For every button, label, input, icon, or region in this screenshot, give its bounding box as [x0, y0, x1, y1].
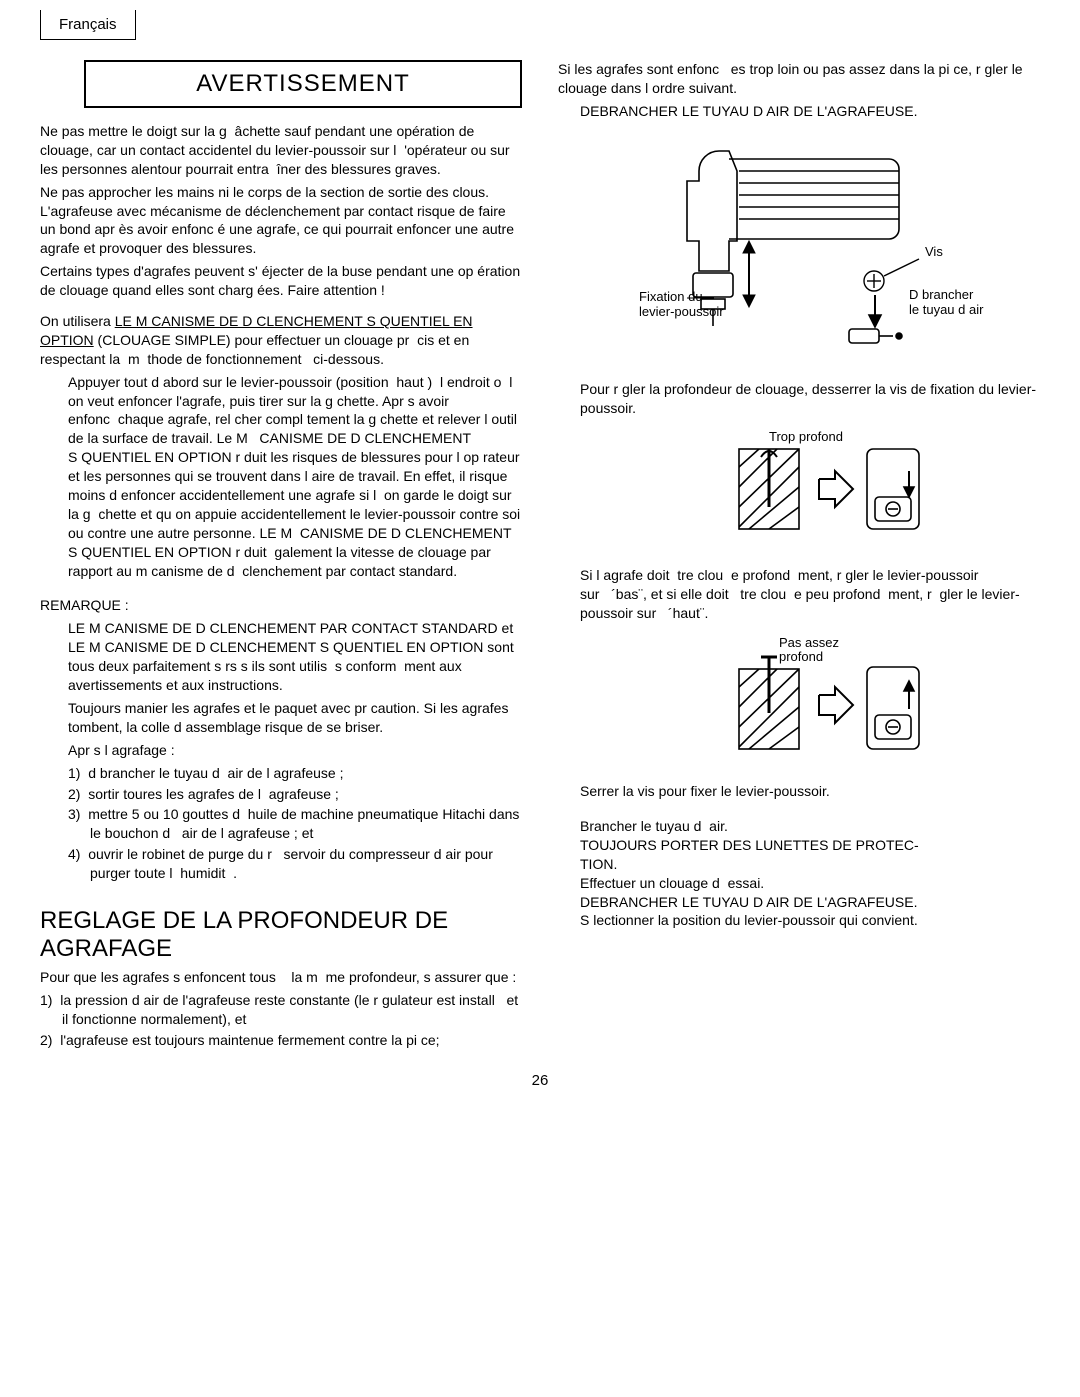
step-disconnect: DEBRANCHER LE TUYAU D AIR DE L'AGRAFEUSE… — [580, 102, 1040, 121]
remarque-text: LE M CANISME DE D CLENCHEMENT PAR CONTAC… — [68, 619, 522, 695]
after-item-4: 4) ouvrir le robinet de purge du r servo… — [90, 845, 522, 883]
depth-item-2: 2) l'agrafeuse est toujours maintenue fe… — [62, 1031, 522, 1050]
language-tab: Français — [40, 10, 136, 40]
after-item-3: 3) mettre 5 ou 10 gouttes d huile de mac… — [90, 805, 522, 843]
depth-section-title: REGLAGE DE LA PROFONDEUR DE AGRAFAGE — [40, 907, 522, 962]
after-label: Apr s l agrafage : — [68, 741, 522, 760]
warning-text-2: Ne pas approcher les mains ni le corps d… — [40, 183, 522, 259]
after-item-2: 2) sortir toures les agrafes de l agrafe… — [90, 785, 522, 804]
step-tighten: Serrer la vis pour fixer le levier-pouss… — [580, 782, 1040, 801]
label-fix-1: Fixation du — [639, 289, 703, 304]
right-intro: Si les agrafes sont enfonc es trop loin … — [558, 60, 1040, 98]
remarque-text-2: Toujours manier les agrafes et le paquet… — [68, 699, 522, 737]
warning-title: AVERTISSEMENT — [84, 60, 522, 108]
left-column: AVERTISSEMENT Ne pas mettre le doigt sur… — [40, 60, 522, 1052]
step-final: Brancher le tuyau d air. TOUJOURS PORTER… — [580, 817, 1040, 930]
depth-item-1: 1) la pression d air de l'agrafeuse rest… — [62, 991, 522, 1029]
right-column: Si les agrafes sont enfonc es trop loin … — [558, 60, 1040, 1052]
mech-text-a: On utilisera — [40, 313, 115, 329]
step-loosen: Pour r gler la profondeur de clouage, de… — [580, 380, 1040, 418]
label-not-deep-2: profond — [779, 649, 823, 664]
step-adjust: Si l agrafe doit tre clou e profond ment… — [580, 566, 1040, 623]
label-disc-1: D brancher — [909, 287, 974, 302]
mech-text-c: (CLOUAGE SIMPLE) pour effectuer un cloua… — [40, 332, 469, 367]
label-disc-2: le tuyau d air — [909, 302, 984, 317]
label-not-deep-1: Pas assez — [779, 635, 839, 650]
after-item-1: 1) d brancher le tuyau d air de l agrafe… — [90, 764, 522, 783]
mechanism-paragraph: On utilisera LE M CANISME DE D CLENCHEME… — [40, 312, 522, 369]
remarque-label: REMARQUE : — [40, 596, 522, 615]
depth-intro: Pour que les agrafes s enfoncent tous la… — [40, 968, 522, 987]
warning-text-1: Ne pas mettre le doigt sur la g âchette … — [40, 122, 522, 179]
too-deep-diagram: Trop profond — [558, 427, 1040, 550]
page-number: 26 — [40, 1072, 1040, 1089]
mechanism-detail: Appuyer tout d abord sur le levier-pouss… — [68, 373, 522, 581]
stapler-diagram: Vis Fixation du levier-poussoir D branch… — [558, 131, 1040, 364]
label-fix-2: levier-poussoir — [639, 304, 724, 319]
label-too-deep: Trop profond — [769, 429, 843, 444]
label-vis: Vis — [925, 244, 943, 259]
not-deep-diagram: Pas assez profond — [558, 633, 1040, 766]
warning-text-3: Certains types d'agrafes peuvent s' éjec… — [40, 262, 522, 300]
